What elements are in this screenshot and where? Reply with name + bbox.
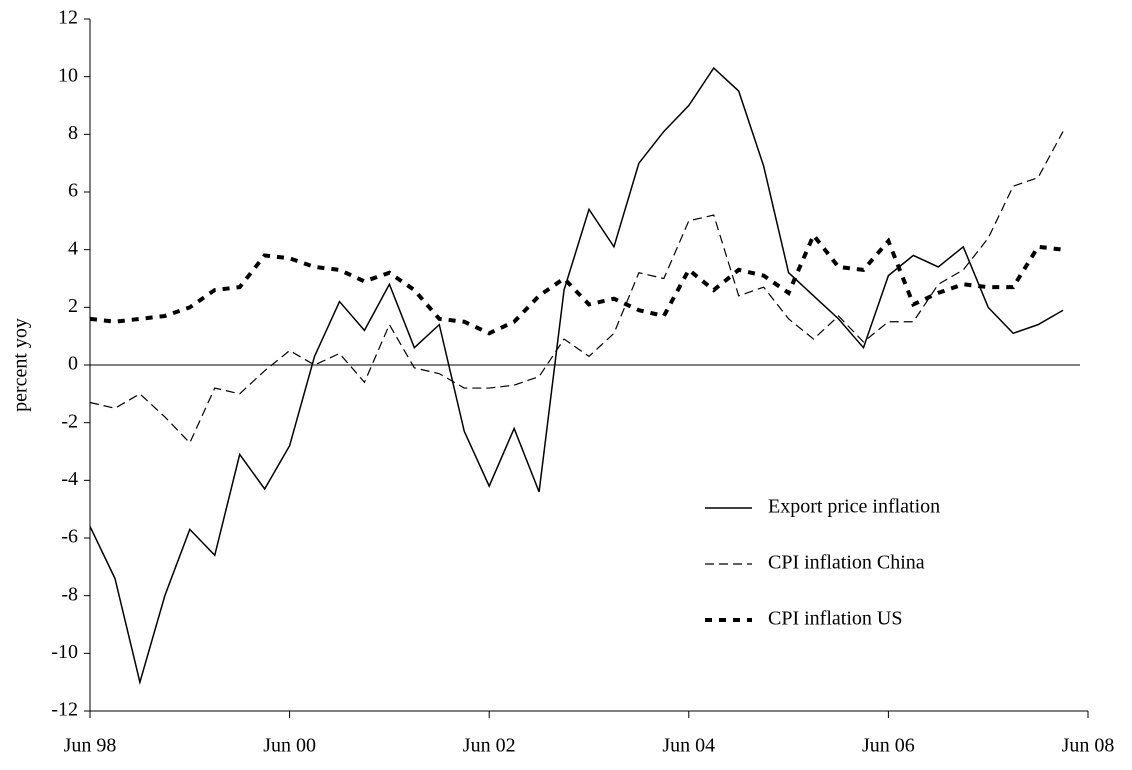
y-tick-label: -8 <box>61 583 78 605</box>
y-tick-label: 0 <box>68 353 78 375</box>
x-tick-label: Jun 08 <box>1062 735 1115 757</box>
series-line <box>89 131 1064 444</box>
x-tick-label: Jun 00 <box>263 735 316 757</box>
legend-label: CPI inflation US <box>768 608 902 630</box>
y-tick-label: 10 <box>58 64 78 86</box>
y-tick-label: 4 <box>68 237 78 259</box>
x-tick-label: Jun 06 <box>862 735 915 757</box>
y-tick-label: -4 <box>61 468 78 490</box>
y-tick-label: 2 <box>68 295 78 317</box>
x-tick-label: Jun 04 <box>662 735 715 757</box>
series-line <box>89 66 1064 686</box>
y-tick-label: -12 <box>51 699 78 721</box>
x-tick-label: Jun 98 <box>64 735 117 757</box>
series-line <box>89 231 1064 336</box>
legend-label: Export price inflation <box>768 496 940 518</box>
y-tick-label: -2 <box>61 410 78 432</box>
y-tick-label: -6 <box>61 526 78 548</box>
x-tick-label: Jun 02 <box>463 735 516 757</box>
y-axis-label: percent yoy <box>10 318 32 412</box>
y-tick-label: -10 <box>51 641 78 663</box>
y-tick-label: 8 <box>68 122 78 144</box>
y-tick-label: 12 <box>58 7 78 29</box>
legend-label: CPI inflation China <box>768 552 925 574</box>
y-tick-label: 6 <box>68 180 78 202</box>
